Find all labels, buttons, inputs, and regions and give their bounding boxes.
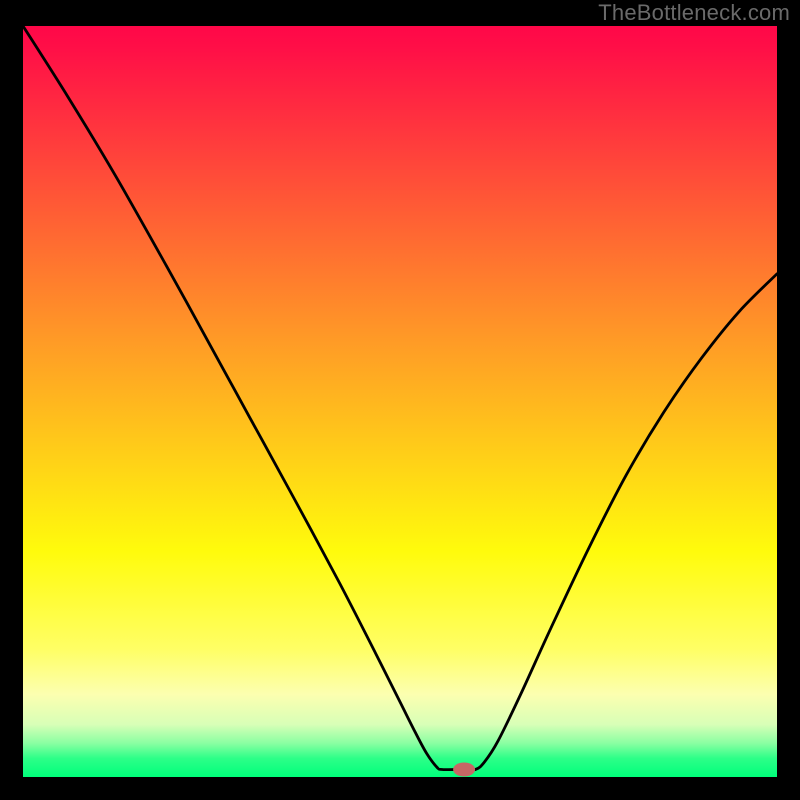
optimal-marker xyxy=(453,762,475,776)
watermark-text: TheBottleneck.com xyxy=(598,0,790,26)
bottleneck-chart xyxy=(0,0,800,800)
chart-frame: TheBottleneck.com xyxy=(0,0,800,800)
plot-background xyxy=(23,26,777,777)
